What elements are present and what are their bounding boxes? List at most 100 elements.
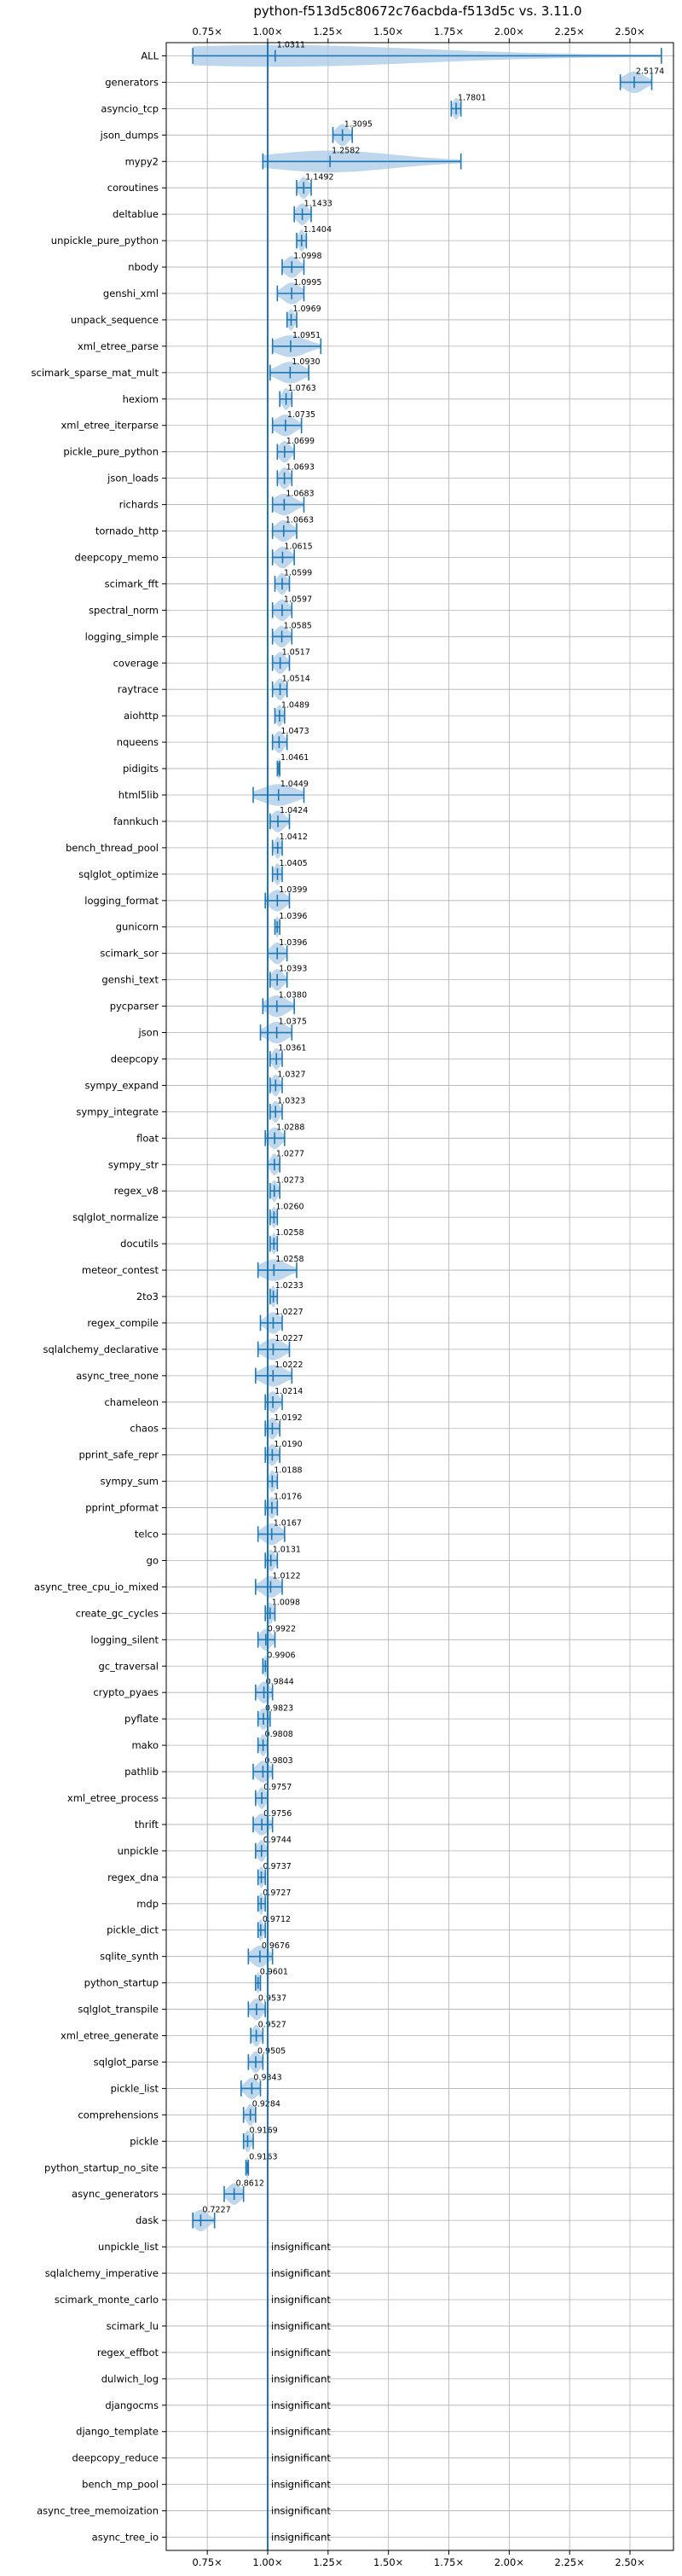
y-tick-label-sqlalchemy_declarative: sqlalchemy_declarative (43, 1343, 159, 1355)
benchmark-mark-nqueens: 1.0473 (271, 727, 309, 753)
value-label: 1.0227 (275, 1308, 303, 1317)
y-tick-label-json: json (137, 1027, 159, 1039)
value-label: 1.0930 (292, 357, 320, 367)
y-tick-label-thrift: thrift (135, 1819, 159, 1830)
value-label: 0.9169 (249, 2126, 277, 2135)
x-tick-label-bottom: 1.75× (434, 2556, 464, 2568)
benchmark-mark-deltablue: 1.1433 (293, 199, 332, 225)
benchmark-mark-pprint_pformat: 1.0176 (264, 1493, 302, 1519)
benchmark-mark-scimark_fft: 1.0599 (274, 569, 312, 595)
value-label: 1.0514 (282, 674, 310, 683)
benchmark-mark-xml_etree_process: 0.9757 (255, 1783, 292, 1809)
y-tick-label-mdp: mdp (136, 1898, 159, 1910)
insignificant-label: insignificant (271, 2532, 331, 2544)
y-tick-label-async_tree_cpu_io_mixed: async_tree_cpu_io_mixed (34, 1581, 159, 1593)
benchmark-mark-mypy2: 1.2582 (262, 146, 462, 173)
benchmark-mark-mako: 0.9808 (257, 1730, 293, 1756)
value-label: 2.5174 (636, 67, 664, 77)
value-label: 1.0327 (277, 1070, 305, 1080)
value-label: 0.9922 (268, 1624, 296, 1633)
value-label: 0.9844 (266, 1677, 294, 1686)
y-tick-label-2to3: 2to3 (136, 1291, 159, 1303)
benchmark-mark-scimark_sor: 1.0396 (267, 938, 307, 965)
y-tick-label-scimark_monte_carlo: scimark_monte_carlo (55, 2294, 159, 2306)
y-tick-label-logging_format: logging_format (84, 895, 159, 907)
value-label: 1.0735 (287, 410, 315, 420)
benchmark-mark-coroutines: 1.1492 (296, 172, 334, 199)
value-label: 0.8612 (236, 2179, 264, 2188)
x-tick-label-top: 1.00× (252, 26, 282, 38)
y-tick-label-scimark_sparse_mat_mult: scimark_sparse_mat_mult (32, 367, 159, 379)
y-tick-label-async_tree_io: async_tree_io (92, 2532, 159, 2544)
benchmark-mark-go: 1.0131 (264, 1546, 301, 1572)
y-tick-label-sqlglot_parse: sqlglot_parse (94, 2056, 159, 2068)
benchmark-mark-xml_etree_generate: 0.9527 (250, 2021, 286, 2047)
y-tick-label-pyflate: pyflate (124, 1713, 159, 1725)
value-label: 0.9744 (263, 1836, 292, 1845)
y-tick-label-unpickle: unpickle (118, 1845, 159, 1857)
value-label: 1.0393 (279, 965, 307, 974)
value-label: 0.9676 (262, 1941, 290, 1951)
benchmark-mark-bench_thread_pool: 1.0412 (271, 833, 308, 859)
value-label: 1.0399 (279, 885, 307, 895)
value-label: 1.0190 (274, 1440, 302, 1449)
value-label: 1.0323 (277, 1096, 305, 1105)
value-label: 1.0424 (280, 806, 308, 815)
benchmark-mark-pickle_pure_python: 1.0699 (276, 437, 315, 463)
benchmark-mark-logging_format: 1.0399 (264, 885, 308, 912)
benchmark-mark-float: 1.0288 (264, 1123, 304, 1150)
value-label: 0.9906 (267, 1651, 295, 1660)
y-tick-label-aiohttp: aiohttp (124, 710, 159, 722)
x-axis-top: 0.75× 1.00× 1.25× 1.50× 1.75× 2.00× 2.25× 2.50× (193, 26, 645, 43)
insignificant-label: insignificant (271, 2294, 331, 2306)
y-tick-label-coroutines: coroutines (107, 182, 159, 194)
value-label: 1.0380 (279, 991, 307, 1001)
y-tick-label-pickle_list: pickle_list (111, 2082, 159, 2094)
y-tick-label-logging_silent: logging_silent (90, 1633, 159, 1645)
value-label: 1.0396 (279, 938, 307, 948)
benchmark-mark-deepcopy_memo: 1.0615 (271, 542, 313, 569)
benchmark-mark-logging_silent: 0.9922 (257, 1624, 296, 1651)
benchmark-mark-async_generators: 0.8612 (223, 2179, 264, 2205)
grid-layer (166, 43, 673, 2550)
x-axis-bottom: 0.75× 1.00× 1.25× 1.50× 1.75× 2.00× 2.25× 2.50× (193, 2550, 645, 2568)
value-label: 1.0258 (275, 1228, 303, 1238)
y-tick-label-coverage: coverage (113, 657, 159, 669)
value-label: 1.0192 (274, 1413, 302, 1423)
x-tick-label-top: 1.75× (434, 26, 464, 38)
benchmark-mark-comprehensions: 0.9284 (242, 2099, 280, 2126)
value-label: 1.0122 (272, 1572, 300, 1581)
insignificant-label: insignificant (271, 2241, 331, 2253)
benchmark-mark-unpickle: 0.9744 (255, 1836, 292, 1862)
value-label: 1.0683 (286, 490, 314, 499)
insignificant-label: insignificant (271, 2320, 331, 2332)
y-tick-label-ALL: ALL (141, 49, 159, 61)
benchmark-mark-unpack_sequence: 1.0969 (286, 305, 321, 331)
x-tick-label-top: 1.50× (373, 26, 403, 38)
y-tick-label-pickle: pickle (130, 2135, 159, 2147)
x-tick-label-bottom: 1.25× (313, 2556, 343, 2568)
value-label: 0.9727 (263, 1888, 291, 1898)
x-tick-label-bottom: 2.50× (615, 2556, 644, 2568)
y-tick-label-pprint_safe_repr: pprint_safe_repr (78, 1449, 159, 1461)
value-label: 1.1433 (304, 199, 332, 208)
benchmark-mark-mdp: 0.9727 (257, 1888, 292, 1915)
insignificant-label: insignificant (271, 2399, 331, 2411)
benchmark-mark-ALL: 1.0311 (192, 41, 662, 67)
y-tick-label-dask: dask (136, 2214, 159, 2226)
y-tick-label-regex_dna: regex_dna (107, 1871, 159, 1883)
benchmark-mark-pickle: 0.9169 (242, 2126, 278, 2153)
y-tick-label-pprint_pformat: pprint_pformat (85, 1502, 159, 1514)
y-tick-label-comprehensions: comprehensions (78, 2109, 159, 2121)
y-tick-label-sqlite_synth: sqlite_synth (100, 1951, 159, 1963)
benchmark-mark-async_tree_none: 1.0222 (255, 1361, 303, 1387)
y-tick-label-pathlib: pathlib (124, 1766, 159, 1778)
insignificant-label: insignificant (271, 2347, 331, 2358)
benchmark-mark-json_dumps: 1.3095 (332, 119, 373, 147)
benchmark-mark-raytrace: 1.0514 (271, 674, 310, 700)
value-label: 0.9601 (260, 1968, 288, 1977)
value-label: 1.0597 (284, 595, 312, 604)
insignificant-label: insignificant (271, 2452, 331, 2464)
value-label: 0.9163 (249, 2152, 277, 2161)
value-label: 1.0517 (282, 647, 310, 657)
